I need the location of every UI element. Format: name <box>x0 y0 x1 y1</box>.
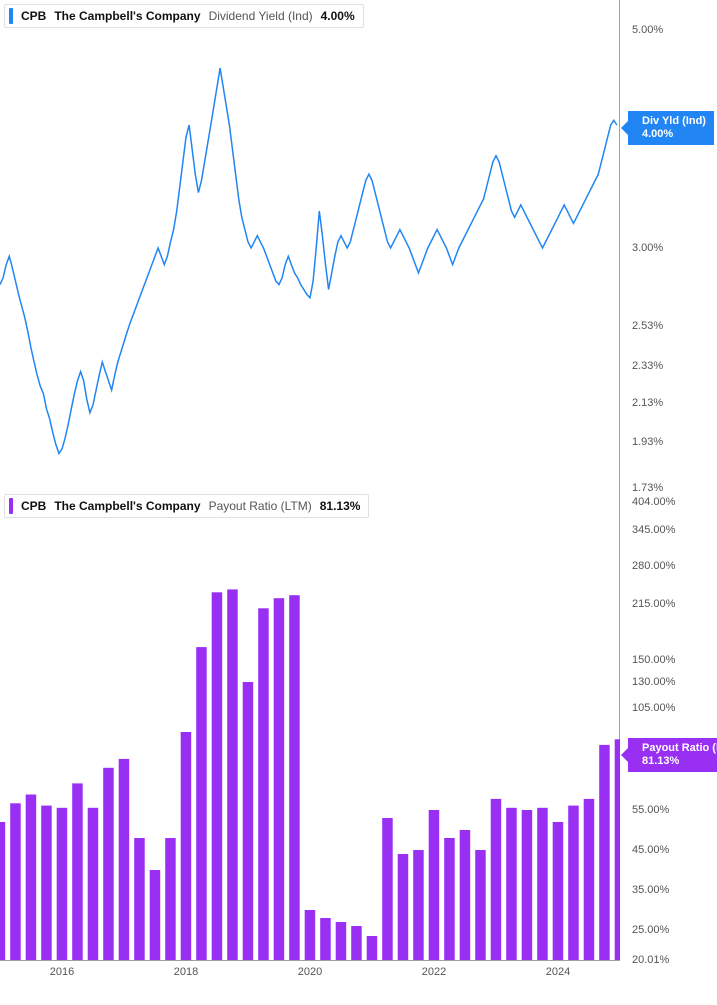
dividend-yield-callout: Div Yld (Ind) 4.00% <box>628 111 714 145</box>
payout-bar <box>26 795 37 961</box>
y-tick-label: 45.00% <box>626 844 717 856</box>
payout-bar <box>429 810 440 960</box>
payout-ratio-chart: CPB The Campbell's Company Payout Ratio … <box>0 490 717 980</box>
company-name: The Campbell's Company <box>54 9 200 23</box>
x-tick-label: 2020 <box>298 966 322 978</box>
ticker-color-bar <box>9 8 13 24</box>
payout-bar <box>584 799 595 960</box>
y-tick-label: 105.00% <box>626 702 717 714</box>
callout-value: 4.00% <box>642 128 706 141</box>
y-tick-label: 2.53% <box>626 320 717 332</box>
payout-bar <box>41 806 52 960</box>
metric-value: 4.00% <box>321 9 355 23</box>
callout-title: Div Yld (Ind) <box>642 115 706 128</box>
payout-bar <box>336 922 347 960</box>
payout-bar <box>57 808 67 960</box>
callout-value: 81.13% <box>642 755 717 768</box>
y-tick-label: 150.00% <box>626 654 717 666</box>
payout-bar <box>181 732 192 960</box>
payout-bar <box>119 759 130 960</box>
y-tick-label: 2.33% <box>626 360 717 372</box>
x-tick-label: 2016 <box>50 966 74 978</box>
y-tick-label: 3.00% <box>626 242 717 254</box>
top-plot-area <box>0 0 620 490</box>
dividend-yield-line <box>0 68 617 454</box>
payout-bar <box>382 818 393 960</box>
payout-bar <box>134 838 145 960</box>
y-tick-label: 20.01% <box>626 954 717 966</box>
payout-bar <box>367 936 378 960</box>
payout-bar <box>305 910 316 960</box>
bar-chart-svg <box>0 490 620 960</box>
metric-name: Payout Ratio (LTM) <box>209 499 312 513</box>
y-tick-label: 2.13% <box>626 397 717 409</box>
payout-bar <box>0 822 5 960</box>
payout-bar <box>413 850 424 960</box>
y-tick-label: 5.00% <box>626 24 717 36</box>
payout-bar <box>10 803 21 960</box>
payout-bar <box>150 870 161 960</box>
bottom-chart-header: CPB The Campbell's Company Payout Ratio … <box>4 494 369 518</box>
payout-bar <box>475 850 486 960</box>
ticker-color-bar <box>9 498 13 514</box>
dividend-yield-chart: CPB The Campbell's Company Dividend Yiel… <box>0 0 717 490</box>
x-tick-label: 2024 <box>546 966 570 978</box>
payout-ratio-callout: Payout Ratio (LTM) 81.13% <box>628 738 717 772</box>
x-tick-label: 2018 <box>174 966 198 978</box>
company-name: The Campbell's Company <box>54 499 200 513</box>
payout-bar <box>537 808 548 960</box>
ticker-symbol: CPB <box>21 499 46 513</box>
payout-bar <box>227 589 238 960</box>
payout-bar <box>491 799 502 960</box>
y-tick-label: 25.00% <box>626 924 717 936</box>
callout-title: Payout Ratio (LTM) <box>642 742 717 755</box>
metric-name: Dividend Yield (Ind) <box>209 9 313 23</box>
payout-bar <box>72 783 83 960</box>
payout-bar <box>351 926 362 960</box>
payout-bar <box>444 838 455 960</box>
payout-bar <box>568 806 579 960</box>
payout-bar <box>103 768 114 960</box>
metric-value: 81.13% <box>320 499 361 513</box>
payout-bar <box>615 739 620 960</box>
payout-bar <box>320 918 331 960</box>
payout-bar <box>398 854 409 960</box>
payout-bar <box>196 647 207 960</box>
payout-bar <box>599 745 610 960</box>
payout-bar <box>289 595 300 960</box>
y-tick-label: 280.00% <box>626 560 717 572</box>
y-tick-label: 404.00% <box>626 496 717 508</box>
payout-bar <box>460 830 471 960</box>
payout-bar <box>553 822 564 960</box>
payout-bar <box>506 808 517 960</box>
y-tick-label: 1.93% <box>626 436 717 448</box>
y-tick-label: 55.00% <box>626 804 717 816</box>
payout-bar <box>165 838 176 960</box>
x-axis-line <box>0 960 620 961</box>
payout-bar <box>522 810 533 960</box>
y-tick-label: 35.00% <box>626 884 717 896</box>
x-tick-label: 2022 <box>422 966 446 978</box>
payout-bar <box>88 808 99 960</box>
payout-bar <box>243 682 254 960</box>
line-chart-svg <box>0 0 620 490</box>
y-tick-label: 345.00% <box>626 524 717 536</box>
top-chart-header: CPB The Campbell's Company Dividend Yiel… <box>4 4 364 28</box>
ticker-symbol: CPB <box>21 9 46 23</box>
bottom-plot-area <box>0 490 620 960</box>
y-tick-label: 215.00% <box>626 598 717 610</box>
payout-bar <box>274 598 285 960</box>
payout-bar <box>258 608 269 960</box>
y-tick-label: 130.00% <box>626 676 717 688</box>
payout-bar <box>212 592 223 960</box>
